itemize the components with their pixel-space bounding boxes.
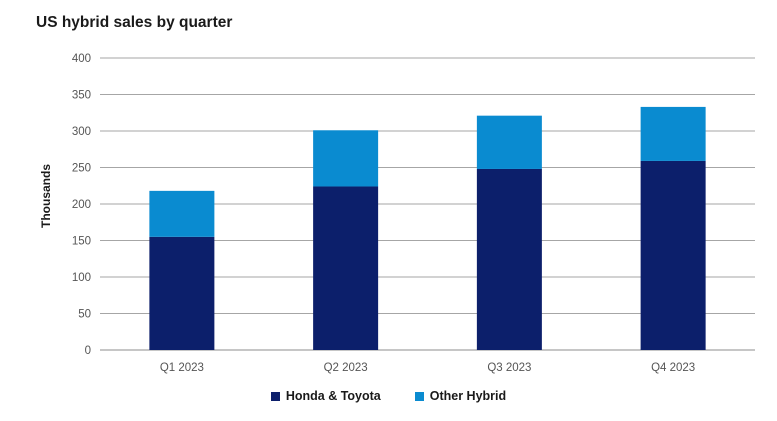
y-tick-label: 0 xyxy=(85,345,91,357)
bar-other-hybrid xyxy=(476,115,542,169)
x-tick-label: Q4 2023 xyxy=(651,362,695,374)
bar-honda-toyota xyxy=(476,168,542,350)
y-tick-label: 400 xyxy=(72,53,91,65)
bar-other-hybrid xyxy=(149,190,215,237)
y-tick-label: 50 xyxy=(78,309,91,321)
legend-swatch xyxy=(270,391,280,401)
bar-other-hybrid xyxy=(313,130,379,187)
legend: Honda & Toyota Other Hybrid xyxy=(0,389,777,403)
bar-other-hybrid xyxy=(640,106,706,161)
bars xyxy=(149,106,706,350)
y-tick-label: 350 xyxy=(72,90,91,102)
y-axis-label: Thousands xyxy=(39,164,53,228)
y-tick-label: 100 xyxy=(72,272,91,284)
x-tick-label: Q3 2023 xyxy=(487,362,531,374)
y-tick-label: 250 xyxy=(72,163,91,175)
bar-honda-toyota xyxy=(313,186,379,350)
chart-title: US hybrid sales by quarter xyxy=(36,14,233,31)
legend-item: Honda & Toyota xyxy=(270,389,381,403)
y-tick-label: 150 xyxy=(72,236,91,248)
legend-label: Other Hybrid xyxy=(429,389,507,403)
y-tick-label: 300 xyxy=(72,126,91,138)
bar-honda-toyota xyxy=(149,236,215,350)
x-tick-label: Q1 2023 xyxy=(160,362,204,374)
y-tick-label: 200 xyxy=(72,199,91,211)
legend-label: Honda & Toyota xyxy=(285,389,381,403)
y-tick-labels: 0 50 100 150 200 250 300 350 400 xyxy=(72,53,91,357)
x-tick-label: Q2 2023 xyxy=(324,362,368,374)
legend-item: Other Hybrid xyxy=(414,389,507,403)
bar-honda-toyota xyxy=(640,160,706,350)
legend-swatch xyxy=(414,391,424,401)
x-tick-labels: Q1 2023 Q2 2023 Q3 2023 Q4 2023 xyxy=(160,362,695,374)
